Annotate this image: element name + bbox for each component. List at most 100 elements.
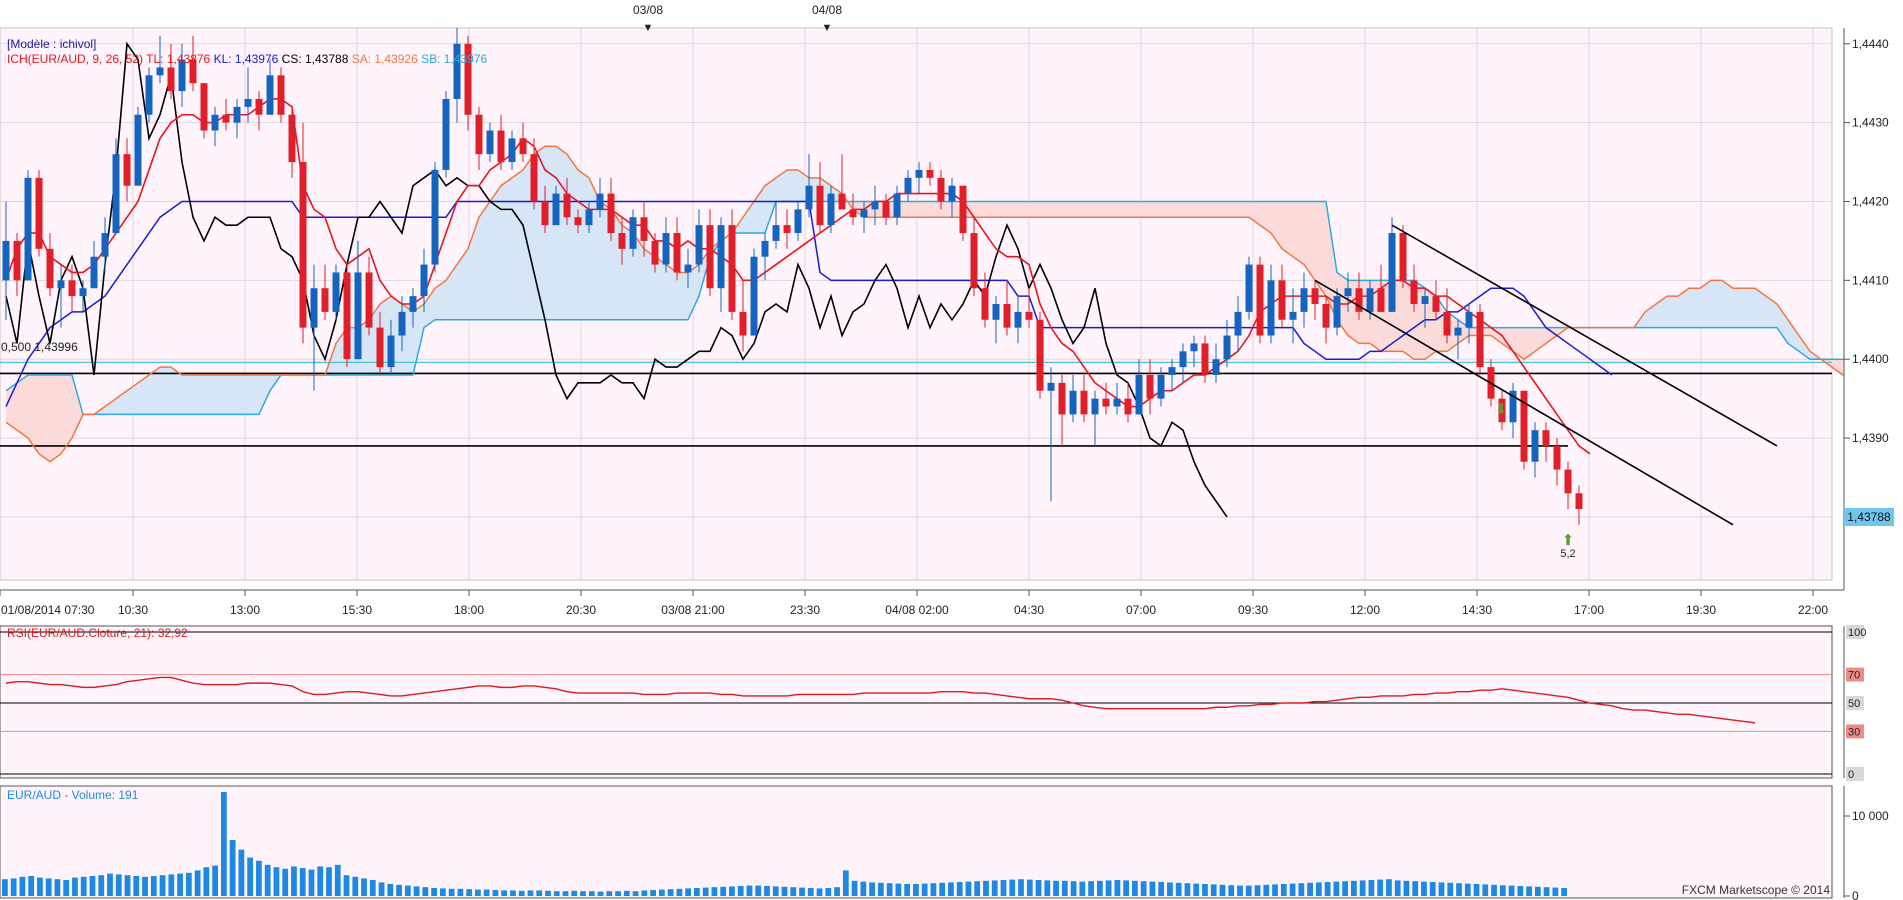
cloud-segment: [1194, 201, 1205, 218]
time-tick-label: 15:30: [342, 603, 372, 617]
volume-bar: [45, 878, 52, 896]
volume-bar: [606, 891, 613, 896]
volume-bar: [650, 890, 656, 896]
volume-bar: [913, 884, 919, 896]
candle-body: [442, 98, 450, 170]
candle-body: [464, 43, 472, 115]
candle-body: [1135, 374, 1143, 415]
volume-bar: [291, 866, 297, 896]
volume-bar: [676, 888, 683, 896]
cloud-segment: [1117, 201, 1128, 218]
candle-body: [684, 264, 692, 273]
time-tick-label: 22:00: [1798, 603, 1828, 617]
candle-body: [1069, 390, 1077, 415]
cloud-segment: [1062, 201, 1073, 218]
candle-body: [1344, 288, 1352, 297]
candle-body: [816, 185, 824, 226]
volume-bar: [1044, 880, 1051, 896]
cloud-segment: [1095, 201, 1106, 218]
candle-body: [1102, 398, 1110, 407]
candle-body: [1476, 311, 1484, 368]
volume-bar: [974, 881, 981, 896]
volume-bar: [1175, 882, 1182, 896]
cloud-segment: [633, 233, 644, 320]
candle-body: [1564, 469, 1572, 494]
candle-body: [937, 177, 945, 202]
volume-bar: [781, 886, 788, 896]
candle-body: [882, 201, 890, 218]
marker-right-arrow: ▼: [822, 22, 833, 34]
cloud-segment: [127, 382, 138, 415]
candle-body: [596, 193, 604, 210]
candle-body: [1212, 359, 1220, 375]
cloud-segment: [996, 201, 1007, 218]
cloud-segment: [6, 382, 17, 431]
cloud-segment: [556, 146, 567, 320]
volume-bar: [1158, 882, 1165, 896]
volume-label: EUR/AUD - Volume: 191: [7, 788, 139, 802]
candle-body: [541, 201, 549, 226]
volume-bar: [1499, 885, 1506, 896]
volume-bar: [1324, 882, 1331, 896]
candle-body: [750, 256, 758, 336]
cloud-segment: [1293, 201, 1304, 265]
legend-cs: CS: 1,43788: [282, 52, 349, 66]
cloud-segment: [1502, 327, 1513, 352]
candle-body: [1520, 390, 1528, 462]
cloud-segment: [776, 169, 787, 202]
candle-body: [453, 43, 461, 99]
candle-body: [992, 304, 1000, 320]
cloud-segment: [160, 367, 171, 415]
rsi-level-box: [1846, 724, 1864, 739]
cloud-segment: [1051, 201, 1062, 218]
trendlines: [1314, 224, 1778, 526]
time-tick-label: 23:30: [790, 603, 820, 617]
price-tick-label: 1,4390: [1852, 431, 1889, 445]
cloud-segment: [754, 185, 765, 234]
volume-bar: [1421, 881, 1427, 896]
volume-bar: [19, 876, 26, 896]
candle-body: [101, 233, 109, 257]
volume-bar: [1429, 882, 1436, 896]
volume-bar: [1088, 881, 1094, 896]
cloud-segment: [226, 374, 237, 415]
candle-body: [1091, 398, 1099, 415]
volume-bar: [737, 886, 744, 896]
candle-body: [1322, 304, 1330, 328]
cloud-segment: [1106, 201, 1117, 218]
volume-bar: [1289, 883, 1296, 896]
volume-bar: [904, 884, 911, 896]
candle-body: [640, 217, 648, 241]
candle-body: [1267, 280, 1275, 336]
volume-bar: [1456, 883, 1462, 896]
volume-bar: [1368, 880, 1375, 896]
volume-bar: [1070, 881, 1077, 896]
cloud-segment: [413, 304, 424, 375]
cloud-segment: [1667, 296, 1678, 328]
candle-body: [585, 209, 593, 226]
volume-bar: [220, 792, 227, 896]
volume-bars: [2, 792, 1567, 896]
candle-body: [1080, 390, 1088, 415]
rsi-level-box: [1846, 696, 1864, 710]
volume-bar: [1018, 879, 1024, 896]
volume-bar: [816, 888, 823, 896]
cloud-segment: [1282, 201, 1293, 257]
candle-body: [1190, 343, 1198, 352]
candle-body: [1168, 367, 1176, 375]
volume-bar: [1219, 884, 1226, 896]
volume-bar: [886, 883, 893, 896]
volume-bar: [1534, 886, 1541, 896]
candle-body: [200, 83, 208, 131]
candle-body: [1201, 343, 1209, 375]
candle-body: [948, 185, 956, 202]
candle-body: [706, 225, 714, 289]
candle-body: [90, 256, 98, 289]
candle-body: [1542, 430, 1550, 446]
cloud-segment: [17, 374, 28, 439]
time-tick-label: 07:00: [1126, 603, 1156, 617]
candle-body: [1421, 296, 1429, 304]
candle-body: [310, 288, 318, 328]
cloud-segment: [1491, 327, 1502, 344]
